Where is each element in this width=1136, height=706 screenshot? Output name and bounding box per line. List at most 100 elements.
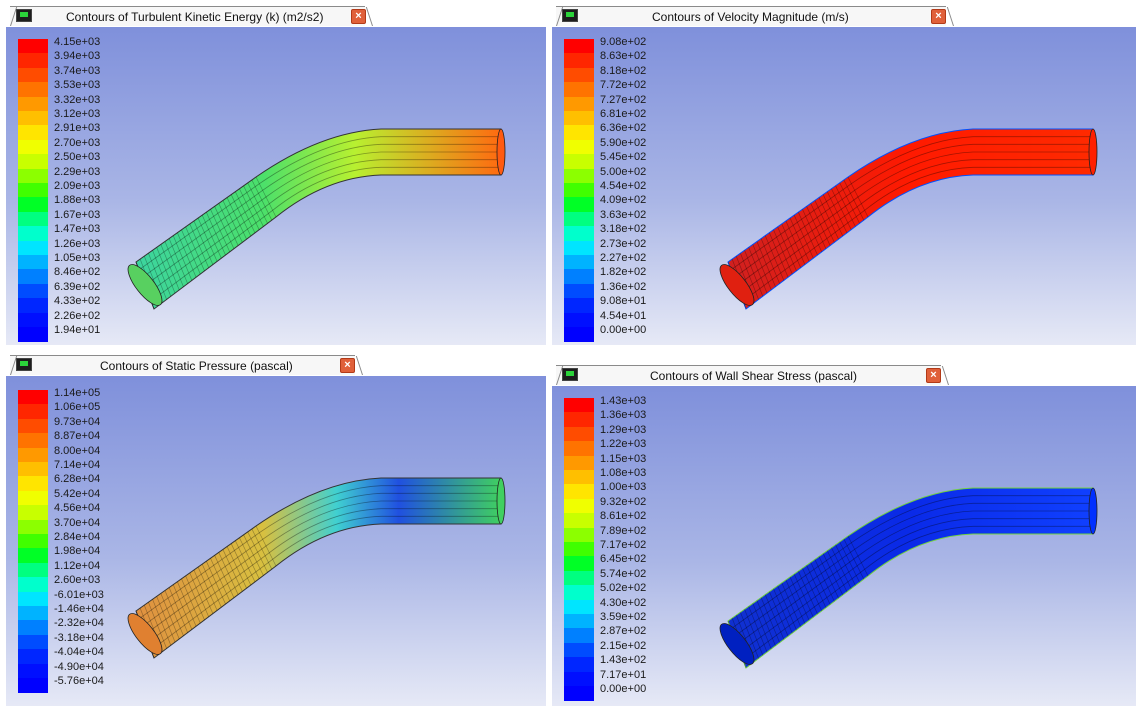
- legend-label: 9.08e+02: [600, 36, 647, 48]
- legend-label: 1.47e+03: [54, 223, 101, 236]
- legend-swatch: [564, 111, 594, 126]
- legend-label: 5.90e+02: [600, 136, 647, 149]
- mesh-ring: [181, 578, 201, 624]
- contour-window-wall-shear: Contours of Wall Shear Stress (pascal) ×…: [552, 364, 1136, 706]
- mesh-ring: [148, 602, 167, 649]
- legend-label: 5.74e+02: [600, 567, 647, 580]
- legend-label: 3.94e+03: [54, 50, 101, 63]
- legend-swatch: [18, 168, 48, 184]
- close-icon[interactable]: ×: [340, 358, 355, 373]
- mesh-ring: [255, 176, 277, 218]
- legend-label: 4.54e+01: [600, 309, 647, 322]
- graphics-viewport[interactable]: 9.08e+02 8.63e+02 8.18e+02 7.72e+02 7.27e+02…: [552, 27, 1136, 345]
- legend-label: 6.28e+04: [54, 473, 101, 486]
- mesh-line: [138, 485, 501, 620]
- legend-label: 2.26e+02: [54, 309, 101, 322]
- legend-swatch: [564, 255, 594, 270]
- legend-label: -4.90e+04: [54, 660, 104, 673]
- legend-swatch: [18, 111, 48, 126]
- legend-label: 1.00e+03: [600, 481, 647, 494]
- legend-label: 7.72e+02: [600, 79, 647, 92]
- legend-label: 5.42e+04: [54, 487, 101, 500]
- legend-swatch: [564, 183, 594, 198]
- legend-label: -3.18e+04: [54, 631, 104, 644]
- pipe-inlet: [719, 623, 755, 665]
- legend-swatch: [18, 269, 48, 285]
- mesh-ring: [148, 253, 167, 300]
- legend-swatch: [18, 606, 48, 621]
- legend-swatch: [564, 614, 594, 629]
- mesh-ring: [831, 188, 852, 230]
- legend-swatch: [18, 139, 48, 155]
- mesh-ring: [177, 232, 197, 278]
- graphics-viewport[interactable]: 1.43e+03 1.36e+03 1.29e+03 1.22e+03 1.15e+03…: [552, 386, 1136, 706]
- mesh-ring: [222, 200, 243, 243]
- graphics-viewport[interactable]: 4.15e+03 3.94e+03 3.74e+03 3.53e+03 3.32e+03…: [6, 27, 546, 345]
- mesh-ring: [156, 596, 176, 643]
- legend-label: 3.59e+02: [600, 611, 647, 623]
- legend-swatch: [18, 433, 48, 449]
- mesh-line: [141, 143, 501, 278]
- mesh-ring: [152, 250, 172, 297]
- legend-swatch: [564, 39, 594, 54]
- close-icon[interactable]: ×: [926, 368, 941, 383]
- legend-label: 8.46e+02: [54, 266, 101, 279]
- legend-label: 2.84e+04: [54, 531, 101, 543]
- legend-label: 1.29e+03: [600, 423, 647, 436]
- mesh-line: [742, 525, 1093, 661]
- legend-label: 1.06e+05: [54, 401, 101, 414]
- mesh-ring: [218, 203, 239, 246]
- legend-swatch: [18, 39, 48, 54]
- mesh-ring: [769, 591, 789, 637]
- mesh-ring: [230, 194, 252, 237]
- legend-label: 1.14e+05: [54, 387, 101, 399]
- close-icon[interactable]: ×: [351, 9, 366, 24]
- mesh-ring: [247, 531, 268, 573]
- legend-swatch: [18, 505, 48, 521]
- pipe-outlet: [496, 477, 506, 525]
- mesh-ring: [789, 217, 810, 262]
- legend-label: 8.18e+02: [600, 64, 647, 77]
- mesh-ring: [802, 568, 823, 612]
- mesh-ring: [785, 220, 806, 265]
- contour-window-tke: Contours of Turbulent Kinetic Energy (k)…: [6, 5, 546, 345]
- tab-velocity[interactable]: Contours of Velocity Magnitude (m/s) ×: [556, 6, 954, 26]
- legend-swatch: [564, 642, 594, 658]
- mesh-ring: [781, 582, 802, 627]
- legend-swatch: [564, 470, 594, 485]
- pipe-inlet: [127, 264, 163, 306]
- mesh-ring: [239, 537, 260, 579]
- contour-window-velocity: Contours of Velocity Magnitude (m/s) × 9…: [552, 5, 1136, 345]
- mesh-ring: [744, 609, 764, 656]
- legend-label: 8.87e+04: [54, 430, 101, 443]
- legend-swatch: [18, 490, 48, 506]
- mesh-ring: [789, 576, 810, 621]
- mesh-ring: [177, 581, 197, 627]
- pipe-outlet: [1088, 128, 1098, 176]
- legend-swatch: [564, 570, 594, 586]
- mesh-ring: [748, 247, 768, 294]
- graphics-viewport[interactable]: 1.14e+05 1.06e+05 9.73e+04 8.87e+04 8.00e+04…: [6, 376, 546, 706]
- legend-label: 1.08e+03: [600, 467, 647, 479]
- tab-tke[interactable]: Contours of Turbulent Kinetic Energy (k)…: [10, 6, 373, 26]
- mesh-ring: [806, 565, 827, 608]
- mesh-ring: [764, 594, 785, 640]
- mesh-ring: [243, 534, 264, 576]
- legend-swatch: [564, 412, 594, 428]
- tab-wall-shear[interactable]: Contours of Wall Shear Stress (pascal) ×: [556, 365, 949, 385]
- legend-swatch: [564, 657, 594, 673]
- mesh-line: [730, 136, 1093, 271]
- pipe-inlet: [719, 264, 755, 306]
- mesh-ring: [226, 546, 247, 589]
- mesh-ring: [193, 220, 214, 265]
- legend-label: 9.32e+02: [600, 495, 647, 508]
- close-icon[interactable]: ×: [931, 9, 946, 24]
- mesh-line: [739, 159, 1093, 294]
- legend-swatch: [564, 269, 594, 285]
- mesh-ring: [835, 544, 856, 586]
- tab-pressure[interactable]: Contours of Static Pressure (pascal) ×: [10, 355, 363, 375]
- legend-label: 8.63e+02: [600, 50, 647, 63]
- mesh-ring: [243, 185, 264, 227]
- legend-label: 2.09e+03: [54, 180, 101, 192]
- legend-swatch: [18, 283, 48, 299]
